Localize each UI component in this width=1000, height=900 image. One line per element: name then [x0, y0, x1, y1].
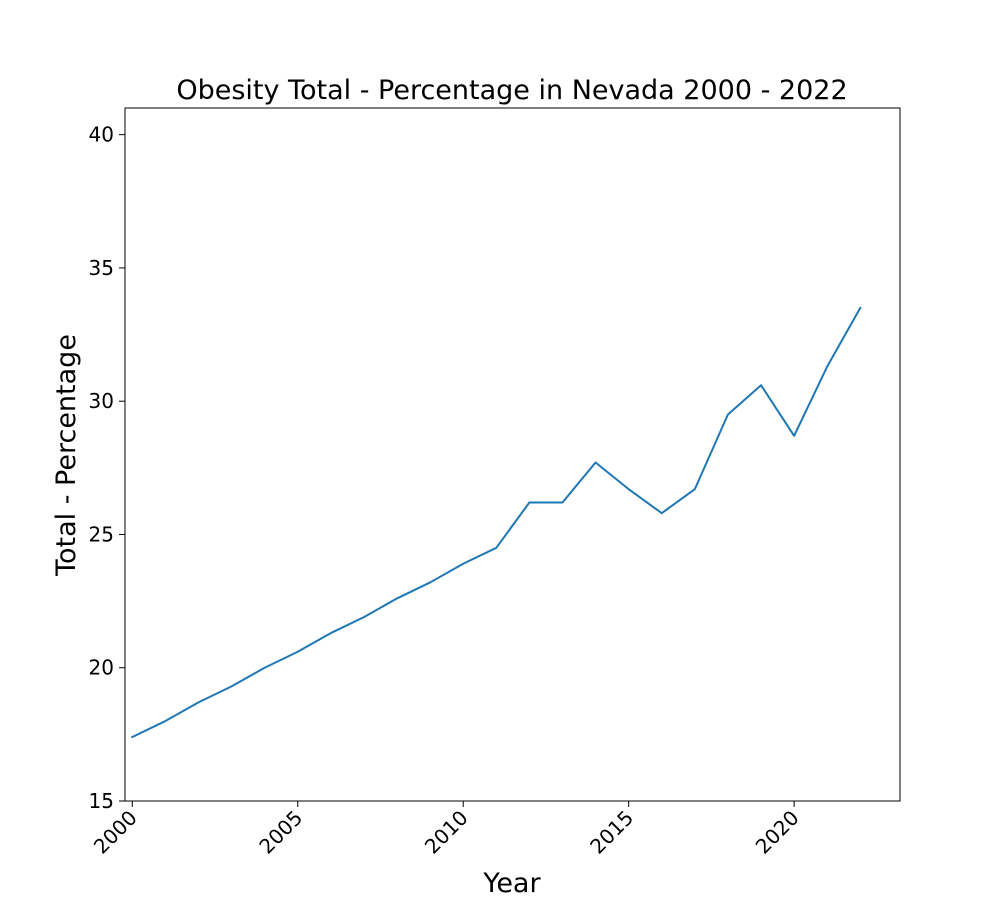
x-axis-title: Year [482, 868, 541, 899]
x-axis: 2000 2005 2010 2015 2020 [89, 801, 804, 859]
y-tick-label: 20 [89, 656, 114, 680]
x-tick-label: 2020 [751, 806, 804, 859]
series-line [130, 306, 862, 739]
y-tick-label: 40 [89, 123, 114, 147]
x-tick-label: 2010 [420, 806, 473, 859]
y-tick-label: 35 [89, 256, 114, 280]
plot-area-frame [124, 107, 901, 802]
x-tick-label: 2000 [89, 806, 142, 859]
x-tick-label: 2005 [254, 806, 307, 859]
y-axis-title: Total - Percentage [51, 334, 82, 577]
y-tick-label: 30 [89, 389, 114, 413]
y-tick-label: 15 [89, 789, 114, 813]
y-axis: 15 20 25 30 35 40 [89, 123, 125, 813]
x-tick-label: 2015 [585, 806, 638, 859]
series-layer [130, 306, 862, 739]
y-tick-label: 25 [89, 522, 114, 546]
chart-title: Obesity Total - Percentage in Nevada 200… [176, 75, 847, 106]
